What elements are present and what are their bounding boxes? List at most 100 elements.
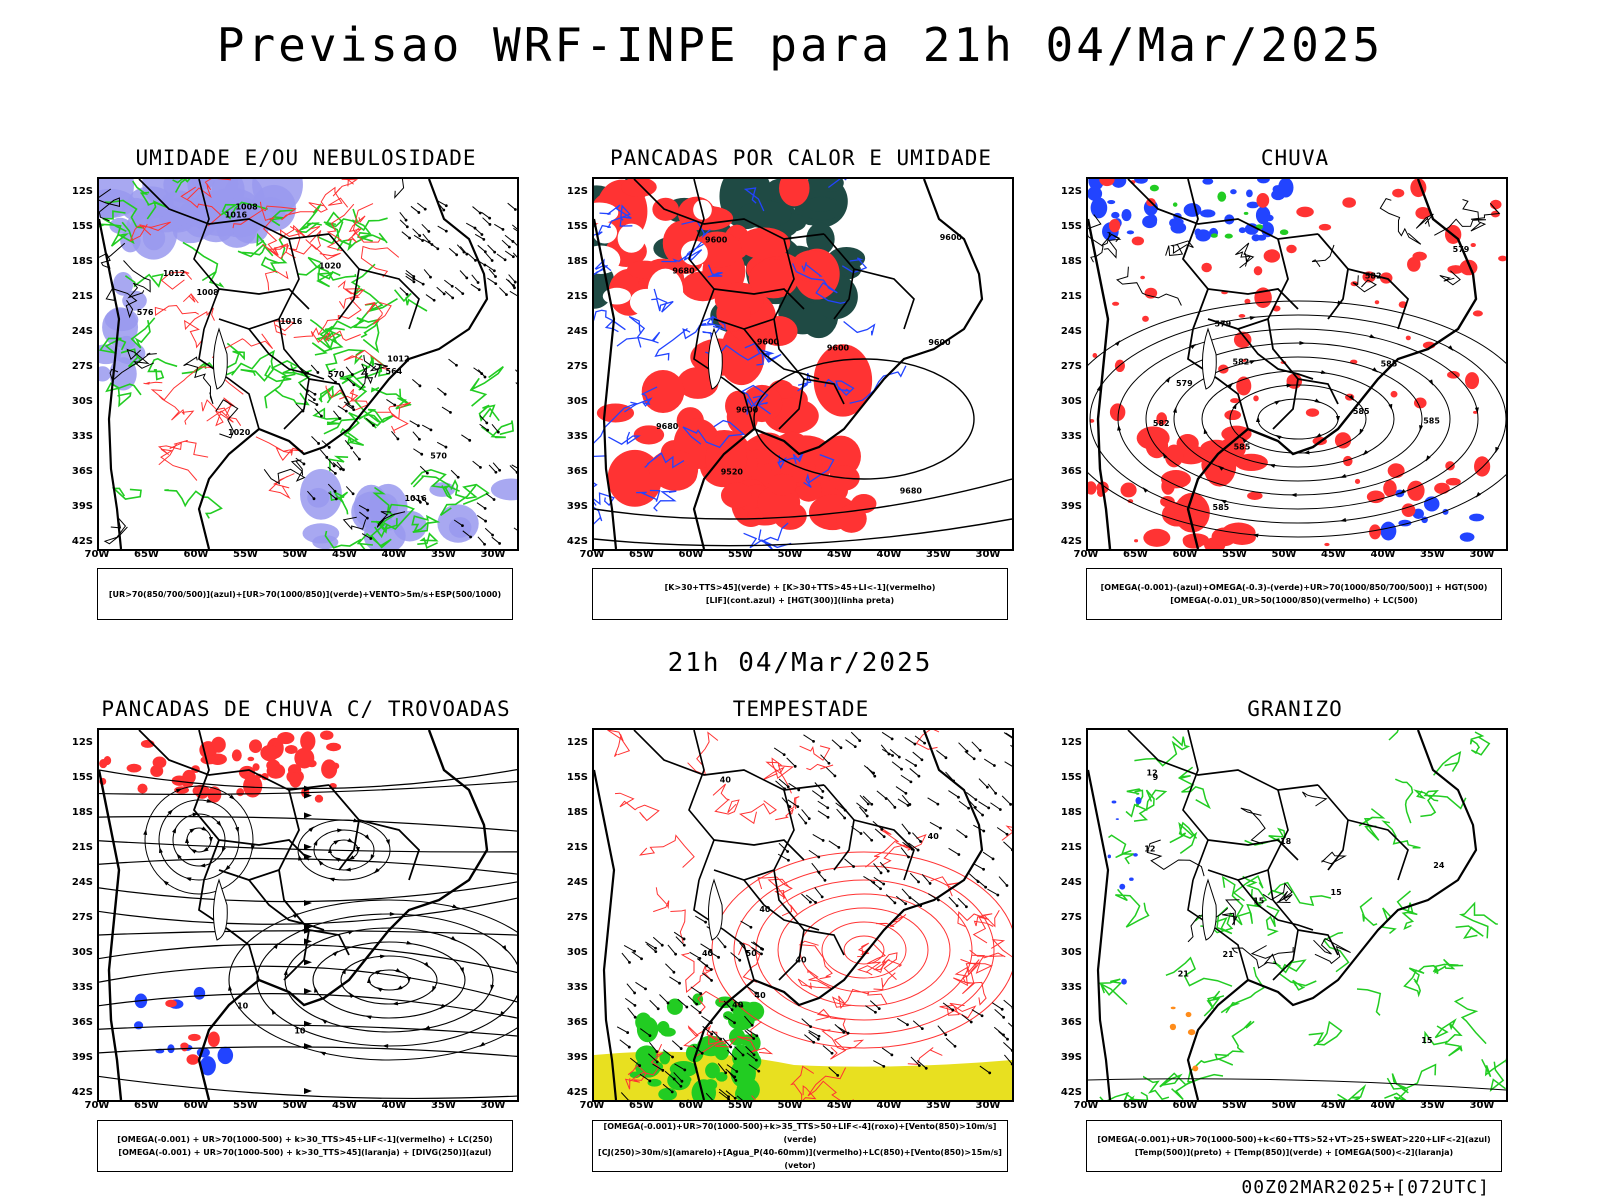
map-plot: 585 585 582 585 585 582 579 579 585 582 579 (1086, 177, 1508, 551)
contour-label: 1016 (280, 317, 303, 326)
contour-label: 1016 (225, 211, 248, 220)
lat-tick-label: 21S (566, 291, 588, 302)
contour-label: 570 (328, 370, 345, 379)
contour-label: 15 (1421, 1036, 1433, 1045)
contour-label: 40 (795, 956, 807, 965)
contour-label: 564 (386, 367, 403, 376)
panel-legend: [OMEGA(-0.001)-(azul)+OMEGA(-0.3)-(verde… (1086, 568, 1502, 620)
lon-tick-label: 70W (1073, 1100, 1099, 1111)
contour-label: 585 (1381, 360, 1398, 369)
lon-tick-label: 65W (134, 1100, 159, 1111)
panel-legend: [UR>70(850/700/500)](azul)+[UR>70(1000/8… (97, 568, 513, 620)
lon-tick-label: 40W (876, 1100, 902, 1111)
lon-tick-label: 55W (728, 1100, 753, 1111)
lon-tick-label: 60W (1172, 1100, 1198, 1111)
lon-tick-label: 65W (1123, 1100, 1148, 1111)
contour-label: 585 (1213, 503, 1230, 512)
panel-title: UMIDADE E/OU NEBULOSIDADE (135, 146, 477, 170)
lon-tick-label: 50W (1271, 1100, 1297, 1111)
map-plot: 9600 9600 9600 9680 9680 9680 9600 9520 9600 9600 (592, 177, 1014, 551)
lon-tick-label: 60W (678, 1100, 704, 1111)
map-canvas: 1008 1012 1016 1016 1020 1020 576 570 570 564 1008… (99, 179, 517, 549)
lon-tick-label: 70W (579, 1100, 605, 1111)
lat-tick-label: 27S (1060, 361, 1082, 372)
lon-tick-label: 40W (1370, 1100, 1396, 1111)
lon-tick-label: 40W (381, 1100, 407, 1111)
map-plot: 50 40 40 40 40 40 40 40 (592, 728, 1014, 1102)
lon-tick-label: 30W (480, 549, 506, 560)
contour-label: 585 (1234, 442, 1251, 451)
contour-label: 10 (237, 1002, 249, 1011)
contour-label: 10 (294, 1027, 306, 1036)
contour-label: 579 (1215, 320, 1232, 329)
lat-tick-label: 24S (71, 877, 93, 888)
lon-tick-label: 55W (728, 549, 753, 560)
map-plot: 15 12 21 24 21 18 15 12 9 15 (1086, 728, 1508, 1102)
contour-label: 582 (1365, 271, 1382, 280)
lat-tick-label: 15S (1060, 772, 1082, 783)
lat-tick-label: 18S (71, 256, 93, 267)
lon-tick-label: 30W (1469, 549, 1495, 560)
lon-tick-label: 35W (1420, 549, 1445, 560)
map-plot: 10 10 (97, 728, 519, 1102)
contour-label: 21 (1223, 950, 1235, 959)
lon-tick-label: 50W (777, 549, 803, 560)
lat-tick-label: 39S (1060, 501, 1082, 512)
lon-tick-label: 45W (1321, 549, 1346, 560)
lat-tick-label: 18S (1060, 256, 1082, 267)
lon-tick-label: 45W (332, 1100, 357, 1111)
lat-tick-label: 12S (71, 186, 93, 197)
contour-label: 1020 (228, 428, 251, 437)
lon-tick-label: 65W (1123, 549, 1148, 560)
lon-tick-label: 65W (629, 1100, 654, 1111)
lon-tick-label: 60W (183, 1100, 209, 1111)
contour-label: 576 (137, 308, 154, 317)
lat-tick-label: 36S (1060, 1017, 1082, 1028)
contour-label: 18 (1280, 837, 1292, 846)
lat-tick-label: 33S (1060, 431, 1082, 442)
panel-legend: [OMEGA(-0.001) + UR>70(1000-500) + k>30_… (97, 1120, 513, 1172)
legend-line: [Temp(500)](preto) + [Temp(850)](verde) … (1134, 1148, 1454, 1157)
lon-tick-label: 55W (233, 549, 258, 560)
lat-tick-label: 27S (566, 361, 588, 372)
lon-tick-label: 55W (233, 1100, 258, 1111)
lon-tick-label: 30W (975, 549, 1001, 560)
lat-tick-label: 18S (566, 256, 588, 267)
contour-label: 40 (755, 991, 767, 1000)
contour-label: 40 (720, 775, 732, 784)
lat-tick-label: 30S (1060, 396, 1082, 407)
lon-tick-label: 70W (1073, 549, 1099, 560)
contour-label: 9600 (827, 343, 850, 352)
contour-label: 582 (1233, 358, 1250, 367)
lon-tick-label: 70W (579, 549, 605, 560)
lat-tick-label: 30S (566, 947, 588, 958)
lat-tick-label: 33S (71, 982, 93, 993)
panel-title: GRANIZO (1247, 697, 1343, 721)
lon-tick-label: 35W (431, 1100, 456, 1111)
lat-tick-label: 42S (566, 1087, 588, 1098)
lon-tick-label: 60W (1172, 549, 1198, 560)
lat-tick-label: 21S (1060, 291, 1082, 302)
lat-tick-label: 36S (566, 466, 588, 477)
legend-line: [K>30+TTS>45](verde) + [K>30+TTS>45+LI<-… (664, 583, 936, 592)
legend-line: [CJ(250)>30m/s](amarelo)+[Agua_P(40-60mm… (598, 1148, 1002, 1170)
panel-title: PANCADAS POR CALOR E UMIDADE (609, 146, 992, 170)
contour-label: 40 (928, 832, 940, 841)
contour-label: 9520 (721, 468, 744, 477)
lon-tick-label: 35W (926, 1100, 951, 1111)
lat-tick-label: 39S (71, 501, 93, 512)
contour-label: 9 (1153, 773, 1159, 782)
lon-tick-label: 65W (629, 549, 654, 560)
lon-tick-label: 35W (1420, 1100, 1445, 1111)
lat-tick-label: 30S (71, 396, 93, 407)
lat-tick-label: 24S (1060, 326, 1082, 337)
lon-tick-label: 45W (827, 549, 852, 560)
lon-tick-label: 60W (678, 549, 704, 560)
page-title: Previsao WRF-INPE para 21h 04/Mar/2025 (216, 18, 1384, 72)
contour-label: 570 (430, 452, 447, 461)
lat-tick-label: 30S (566, 396, 588, 407)
legend-line: [LIF](cont.azul) + [HGT(300)](linha pret… (705, 596, 895, 605)
contour-label: 1020 (319, 261, 342, 270)
lat-tick-label: 12S (1060, 186, 1082, 197)
lon-tick-label: 70W (84, 549, 110, 560)
